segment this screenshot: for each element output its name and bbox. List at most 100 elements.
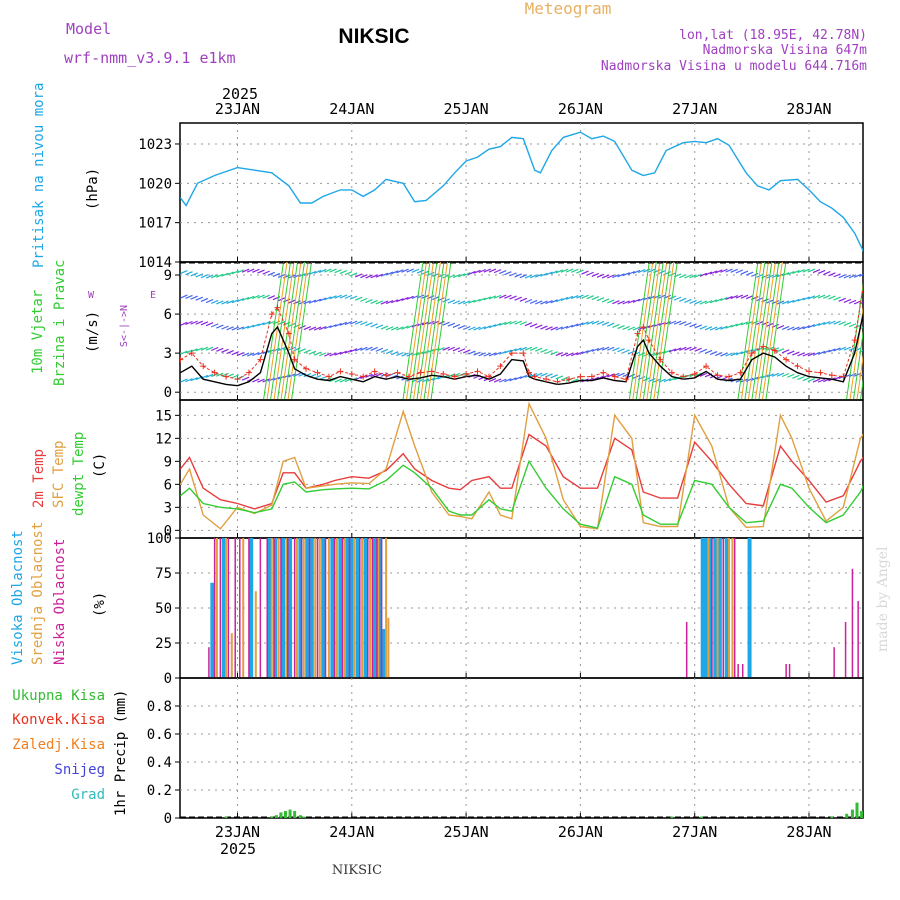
- wind-arrow: [452, 300, 461, 305]
- wind-arrow: [720, 268, 728, 273]
- precip-bar-ukupna-kisa: [830, 816, 834, 818]
- wind-arrow: [828, 348, 836, 353]
- wind-arrow: [406, 352, 414, 357]
- wind-arrow: [226, 350, 234, 355]
- wind-arrow: [375, 300, 384, 305]
- wind-arrow: [673, 320, 682, 325]
- wind-arrow: [226, 271, 234, 276]
- wind-arrow: [571, 323, 579, 328]
- precip-ytick-label: 0.8: [147, 699, 172, 715]
- wind-arrow: [545, 300, 553, 305]
- wind-arrow: [601, 298, 610, 303]
- dewpt-side-label: dewpt Temp: [71, 432, 87, 516]
- wind-arrow: [488, 352, 497, 357]
- cloud-bar-niska-oblacnost: [248, 538, 250, 678]
- bottom-day-label: 23JAN: [215, 823, 260, 841]
- wind-gust-marker: [428, 368, 435, 375]
- wind-arrow: [246, 352, 255, 357]
- wind-gust-marker: [200, 363, 207, 370]
- wind-arrow: [339, 350, 348, 355]
- wind-arrow: [535, 372, 543, 377]
- wind-arrow: [226, 300, 234, 305]
- pressure-ytick-label: 1023: [138, 137, 172, 153]
- precip-bar-ukupna-kisa: [700, 816, 704, 818]
- wind-arrow: [622, 325, 630, 331]
- wind-gust-marker: [371, 368, 378, 375]
- wind-arrow: [329, 352, 337, 357]
- model-name: wrf-nmm_v3.9.1 e1km: [64, 49, 236, 67]
- cloud-bar-srednja-oblacnost: [353, 538, 356, 678]
- wind-arrow: [627, 270, 636, 276]
- wind-arrow: [859, 274, 863, 277]
- wind-arrow: [709, 270, 718, 275]
- wind-arrow: [509, 348, 517, 353]
- wind-arrow: [612, 300, 620, 305]
- wind-arrow: [375, 372, 384, 377]
- wind-gust-marker: [760, 343, 767, 350]
- wind-gust-marker: [337, 368, 344, 375]
- wind-arrow: [596, 273, 605, 278]
- wind-burst-line: [646, 262, 668, 400]
- wind-arrow: [848, 323, 857, 328]
- wind-arrow: [787, 270, 795, 276]
- wind-burst-line: [871, 262, 891, 400]
- wind-arrow: [663, 349, 672, 354]
- cloud-bar-visoka-oblacnost: [288, 538, 293, 678]
- wind-arrow: [318, 297, 327, 302]
- wind-arrow: [607, 346, 615, 351]
- sfc-temp-side-label: SFC Temp: [51, 441, 67, 508]
- wind-arrow: [205, 299, 214, 304]
- wind-arrow: [210, 323, 219, 328]
- wind-arrow: [488, 268, 497, 273]
- cloud-bar-srednja-oblacnost: [327, 538, 330, 678]
- bottom-day-label: 26JAN: [558, 823, 603, 841]
- wind-arrow: [781, 272, 790, 277]
- cloud-bar-niska-oblacnost: [227, 538, 230, 678]
- wind-arrow: [843, 346, 852, 351]
- wind-arrow: [792, 326, 800, 331]
- legend-snow: Snijeg: [54, 762, 105, 778]
- cloud-bar-niska-oblacnost: [280, 538, 282, 678]
- cloud-bar-niska-oblacnost: [857, 601, 859, 678]
- wind-arrow: [185, 271, 193, 276]
- wind-arrow: [329, 378, 337, 383]
- wind-arrow: [514, 320, 522, 325]
- cloud-bar-niska-oblacnost: [741, 664, 744, 678]
- wind-arrow: [478, 268, 486, 274]
- wind-arrow: [679, 346, 687, 351]
- bottom-day-label: 25JAN: [444, 823, 489, 841]
- wind-arrow: [493, 322, 502, 328]
- wind-arrow: [385, 349, 394, 355]
- wind-arrow: [493, 378, 502, 383]
- cloud-bar-visoka-oblacnost: [355, 538, 360, 678]
- wind-gust-marker: [863, 266, 869, 272]
- cloud-bar-srednja-oblacnost: [295, 538, 298, 678]
- wind-arrow: [504, 271, 512, 276]
- wind-arrow: [730, 352, 738, 357]
- wind-arrow: [828, 295, 836, 300]
- wind-arrow: [375, 273, 384, 278]
- wind-arrow: [689, 323, 697, 328]
- wind-arrow: [643, 296, 651, 301]
- wind-gust-marker: [828, 372, 835, 379]
- wind-arrow: [180, 350, 188, 355]
- temperature-ytick-label: 9: [164, 454, 172, 470]
- wind-arrow: [699, 325, 708, 330]
- wind-arrow: [555, 326, 564, 331]
- wind-gust-marker: [840, 373, 847, 380]
- cloud-bar-niska-oblacnost: [208, 647, 210, 678]
- wind-arrow: [488, 378, 497, 383]
- top-day-label: 25JAN: [444, 100, 489, 118]
- wind-burst-line: [639, 262, 661, 400]
- mid-cloud-side-label: Srednja Oblacnost: [30, 522, 46, 665]
- cloud-bar-niska-oblacnost: [273, 538, 275, 678]
- panel-temperature: 0 3 6 9 12 15: [155, 399, 864, 539]
- wind-arrow: [385, 326, 394, 331]
- wind-arrow: [709, 299, 718, 304]
- wind-arrow: [591, 320, 600, 325]
- wind-side-label-2: Brzina i Pravac: [52, 260, 68, 386]
- wind-arrow: [324, 325, 332, 330]
- wind-arrow: [205, 274, 214, 279]
- wind-arrow: [581, 294, 589, 299]
- wind-unit-label: (m/s): [85, 311, 101, 353]
